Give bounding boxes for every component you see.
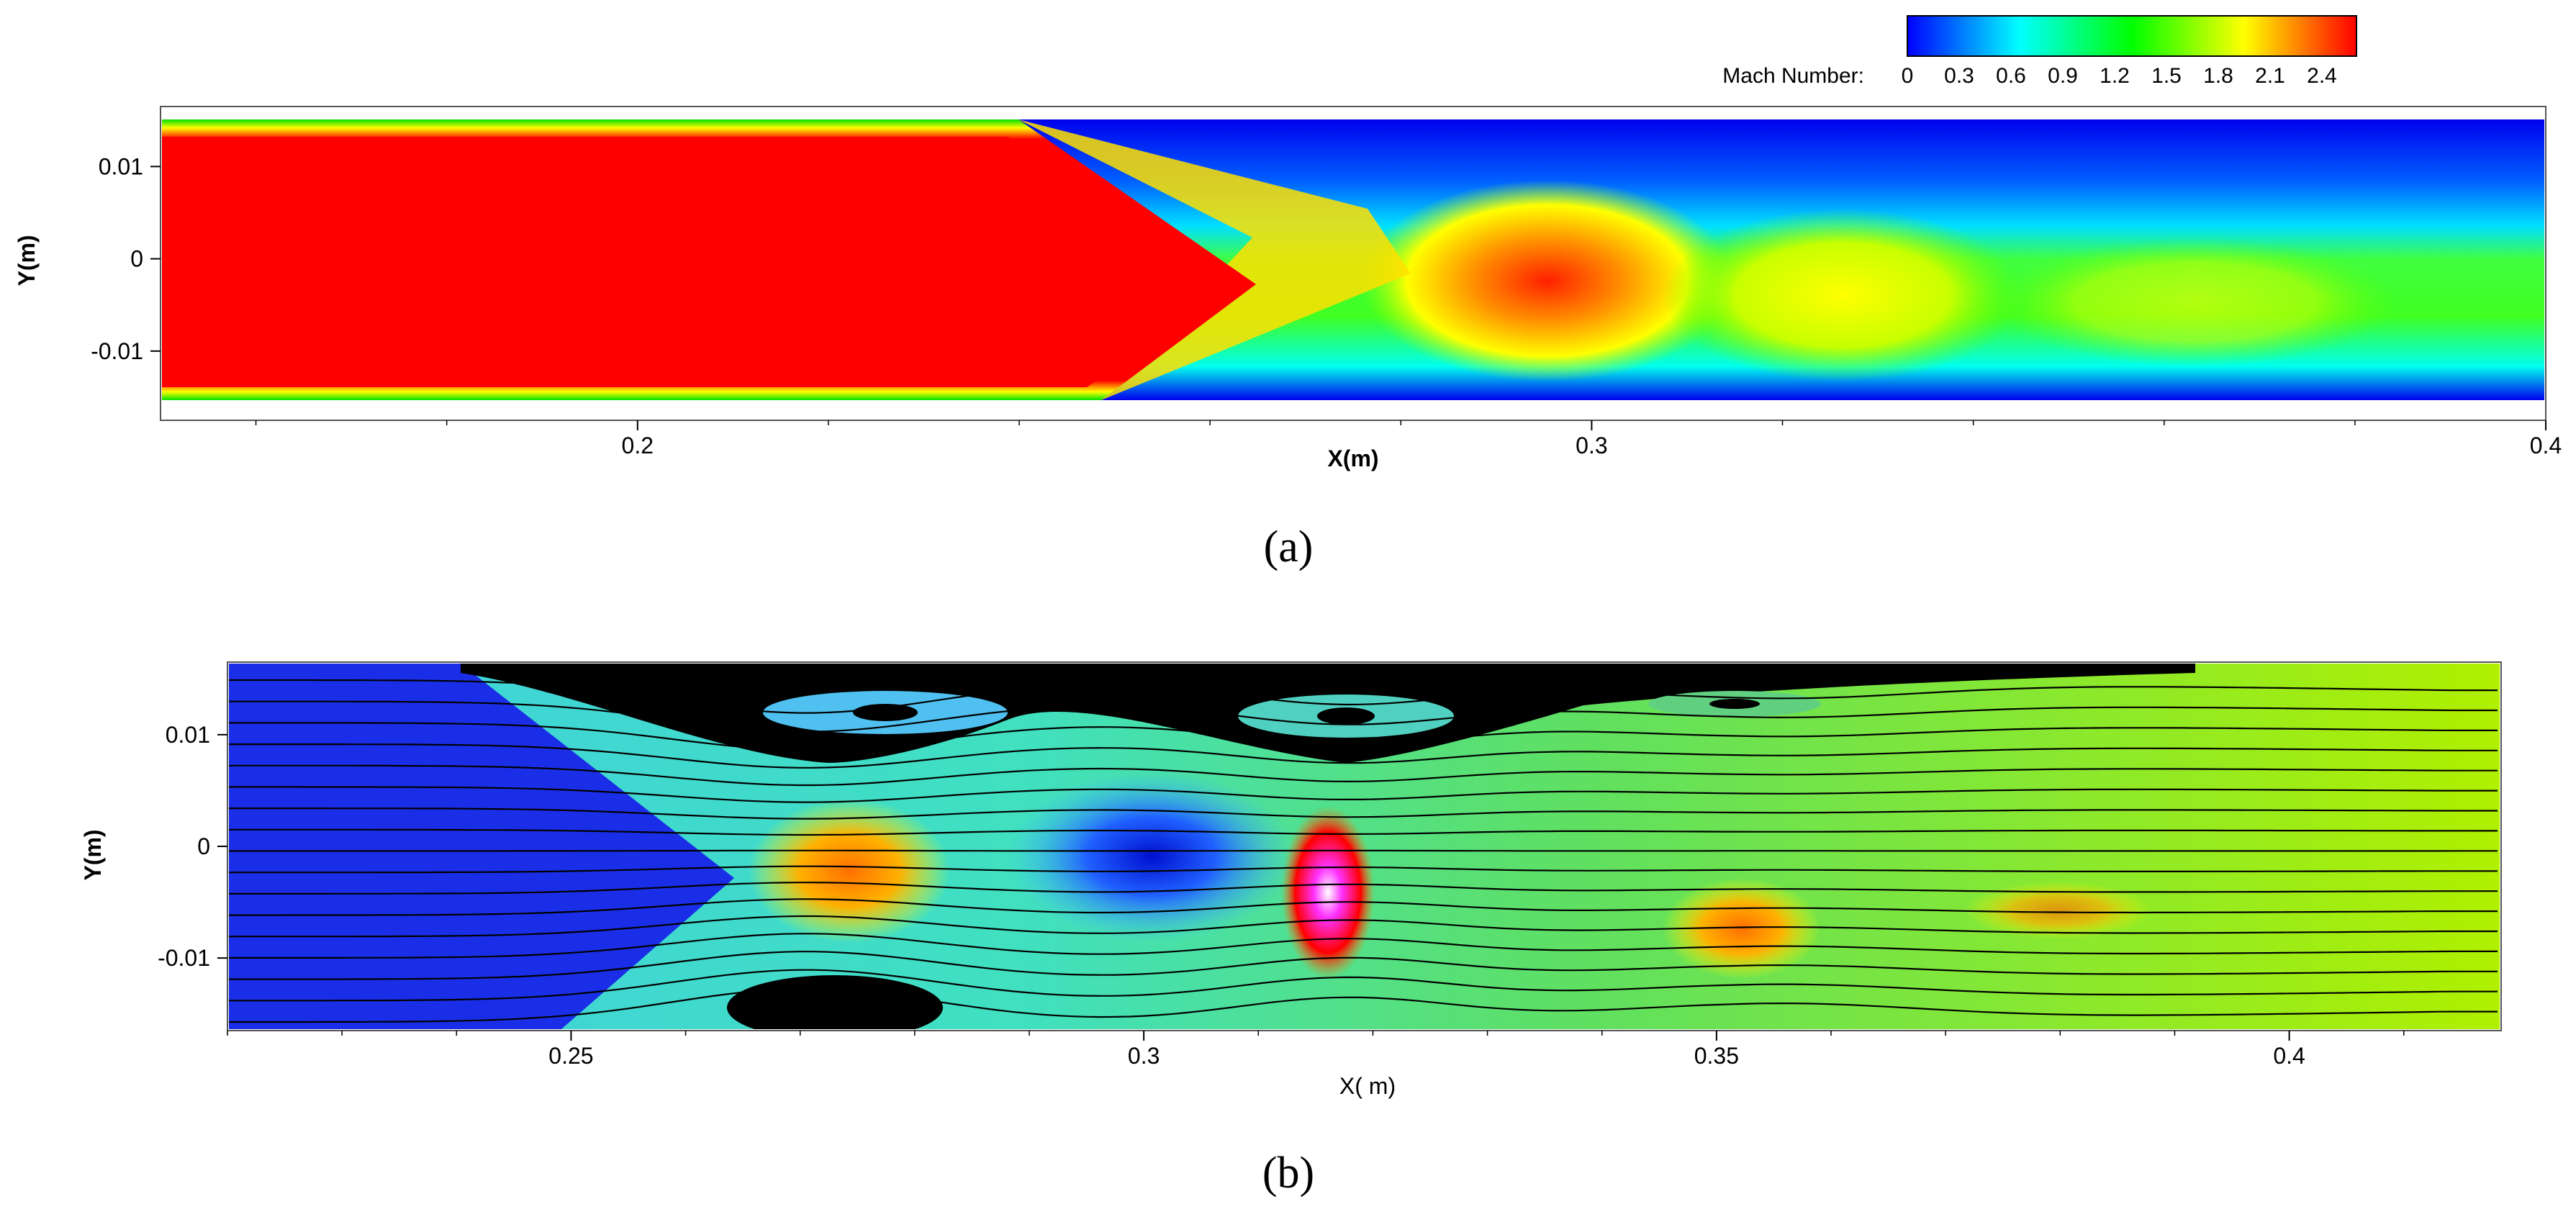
- x-tick-label: 0.4: [2273, 1043, 2305, 1069]
- colorbar-tick-labels: 0 0.3 0.6 0.9 1.2 1.5 1.8 2.1 2.4: [1902, 64, 2337, 88]
- x-tick-label: 0.35: [1694, 1043, 1739, 1069]
- streamline: [229, 722, 2498, 751]
- y-tick-label: 0.01: [166, 722, 210, 748]
- x-tick-label: 0.3: [1576, 433, 1607, 458]
- streamline: [229, 882, 2498, 895]
- mach-field-a: [162, 119, 2544, 400]
- axis-ticks-b: 0.25 0.3 0.35 0.4 0.01 0 -0.01: [158, 722, 2405, 1069]
- x-tick-label: 0.4: [2530, 433, 2562, 458]
- xlabel-a: X(m): [1327, 445, 1378, 471]
- vortex-core-1: [853, 704, 918, 721]
- colorbar-label: Mach Number:: [1722, 64, 1864, 88]
- hot-spot-3: [1663, 878, 1821, 979]
- upstream-region: [229, 664, 734, 1029]
- colorbar-tick-label: 1.5: [2151, 64, 2182, 88]
- streamline: [229, 933, 2498, 959]
- colorbar-gradient: [1907, 15, 2357, 57]
- streamline: [229, 764, 2498, 787]
- colorbar-tick-label: 0.6: [1996, 64, 2026, 88]
- colorbar: Mach Number: 0 0.3 0.6 0.9 1.2 1.5 1.8 2.1 2.4: [1722, 15, 2357, 88]
- streamline: [229, 786, 2498, 803]
- streamline: [229, 915, 2498, 938]
- shock-cell-1: [1360, 180, 1735, 381]
- y-tick-label: 0: [197, 833, 210, 859]
- y-tick-label: -0.01: [158, 945, 210, 971]
- colorbar-tick-label: 0.9: [2048, 64, 2078, 88]
- x-tick-label: 0.25: [548, 1043, 593, 1069]
- streamline: [229, 807, 2498, 820]
- panel-b: 0.25 0.3 0.35 0.4 0.01 0 -0.01 X( m) Y(m) (b): [80, 661, 2502, 1198]
- y-tick-label: 0.01: [99, 153, 143, 179]
- vortex-core-3: [1709, 699, 1760, 709]
- y-tick-label: -0.01: [91, 338, 143, 364]
- ylabel-b: Y(m): [80, 829, 106, 880]
- ylabel-a: Y(m): [14, 235, 40, 286]
- axis-ticks-a: 0.2 0.3 0.4 0.01 0 -0.01: [91, 153, 2562, 458]
- flow-field-b: [229, 664, 2500, 1029]
- y-tick-label: 0: [130, 246, 143, 272]
- vortex-core-2: [1317, 707, 1375, 725]
- panel-label-a: (a): [1264, 522, 1314, 571]
- panel-a: Mach Number: 0 0.3 0.6 0.9 1.2 1.5 1.8 2.1 2.4 0…: [14, 15, 2562, 571]
- hot-spot-4: [1965, 882, 2152, 939]
- colorbar-tick-label: 1.8: [2203, 64, 2233, 88]
- colorbar-tick-label: 0: [1902, 64, 1914, 88]
- colorbar-tick-label: 0.3: [1944, 64, 1974, 88]
- streamline: [229, 679, 2498, 714]
- streamline: [229, 743, 2498, 769]
- oblique-shock-region: [1018, 119, 1411, 400]
- streamline: [229, 951, 2498, 980]
- colorbar-tick-label: 1.2: [2100, 64, 2130, 88]
- x-tick-label: 0.2: [622, 433, 654, 458]
- panel-label-b: (b): [1262, 1149, 1314, 1198]
- hot-spot-1: [749, 799, 950, 943]
- shock-cell-2: [1663, 209, 2023, 381]
- streamline: [229, 865, 2498, 874]
- streamline: [229, 828, 2498, 836]
- streamlines: [229, 679, 2498, 1023]
- streamline: [229, 969, 2498, 1002]
- colorbar-tick-label: 2.1: [2255, 64, 2285, 88]
- colorbar-tick-label: 2.4: [2307, 64, 2337, 88]
- xlabel-b: X( m): [1339, 1073, 1396, 1099]
- streamline: [229, 898, 2498, 916]
- hot-spot-2: [1281, 806, 1375, 979]
- shock-cell-3: [1994, 237, 2397, 367]
- streamline: [229, 700, 2498, 733]
- streamline: [229, 987, 2498, 1023]
- x-tick-label: 0.3: [1128, 1043, 1160, 1069]
- jet-core-inner: [162, 137, 1238, 387]
